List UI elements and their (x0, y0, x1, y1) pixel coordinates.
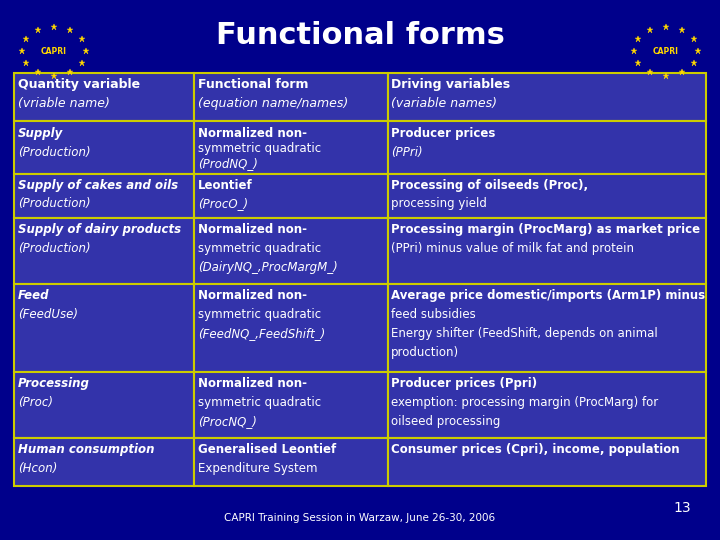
Text: Expenditure System: Expenditure System (198, 462, 318, 475)
Text: (Production): (Production) (18, 197, 91, 210)
Text: (ProcNQ_): (ProcNQ_) (198, 415, 256, 428)
Text: (vriable name): (vriable name) (18, 97, 110, 110)
Bar (14, 284, 194, 372)
Text: Normalized non-: Normalized non- (198, 224, 307, 237)
Text: Leontief: Leontief (198, 179, 253, 192)
Text: (variable names): (variable names) (391, 97, 498, 110)
Text: CAPRI: CAPRI (41, 47, 67, 56)
Bar (194, 284, 387, 372)
Bar (14, 174, 194, 218)
Text: symmetric quadratic: symmetric quadratic (198, 141, 321, 154)
Bar (14, 372, 194, 437)
Text: (FeedNQ_,FeedShift_): (FeedNQ_,FeedShift_) (198, 327, 325, 340)
Text: symmetric quadratic: symmetric quadratic (198, 308, 321, 321)
Bar (14, 218, 194, 284)
Text: processing yield: processing yield (391, 197, 487, 210)
Bar (387, 284, 706, 372)
Bar (14, 122, 194, 174)
Bar (387, 174, 706, 218)
Text: Supply: Supply (18, 127, 63, 140)
Text: symmetric quadratic: symmetric quadratic (198, 396, 321, 409)
Text: (Proc): (Proc) (18, 396, 53, 409)
Text: (PPri): (PPri) (391, 146, 423, 159)
Bar (194, 174, 387, 218)
Text: Consumer prices (Cpri), income, population: Consumer prices (Cpri), income, populati… (391, 443, 680, 456)
Text: Producer prices (Ppri): Producer prices (Ppri) (391, 377, 537, 390)
Bar (194, 73, 387, 122)
Text: (ProdNQ_): (ProdNQ_) (198, 157, 258, 170)
Bar (387, 437, 706, 486)
Text: Supply of dairy products: Supply of dairy products (18, 224, 181, 237)
Text: production): production) (391, 346, 459, 359)
Text: CAPRI: CAPRI (653, 47, 679, 56)
Text: feed subsidies: feed subsidies (391, 308, 476, 321)
Text: (Hcon): (Hcon) (18, 462, 58, 475)
Text: (PPri) minus value of milk fat and protein: (PPri) minus value of milk fat and prote… (391, 242, 634, 255)
Bar (194, 372, 387, 437)
Text: Normalized non-: Normalized non- (198, 127, 307, 140)
Bar (14, 437, 194, 486)
Text: exemption: processing margin (ProcMarg) for: exemption: processing margin (ProcMarg) … (391, 396, 659, 409)
Text: (Production): (Production) (18, 242, 91, 255)
Text: Supply of cakes and oils: Supply of cakes and oils (18, 179, 178, 192)
Text: Processing margin (ProcMarg) as market price: Processing margin (ProcMarg) as market p… (391, 224, 701, 237)
Text: Normalized non-: Normalized non- (198, 377, 307, 390)
Text: Human consumption: Human consumption (18, 443, 155, 456)
Bar (387, 122, 706, 174)
Bar (387, 218, 706, 284)
Text: Producer prices: Producer prices (391, 127, 495, 140)
Bar (194, 218, 387, 284)
Bar (387, 73, 706, 122)
Text: CAPRI Training Session in Warzaw, June 26-30, 2006: CAPRI Training Session in Warzaw, June 2… (225, 514, 495, 523)
Text: Processing: Processing (18, 377, 90, 390)
Text: oilseed processing: oilseed processing (391, 415, 500, 428)
Text: (Production): (Production) (18, 146, 91, 159)
Text: (DairyNQ_,ProcMargM_): (DairyNQ_,ProcMargM_) (198, 261, 338, 274)
Text: (equation name/names): (equation name/names) (198, 97, 348, 110)
Text: Generalised Leontief: Generalised Leontief (198, 443, 336, 456)
Text: Functional forms: Functional forms (215, 21, 505, 50)
Text: Processing of oilseeds (Proc),: Processing of oilseeds (Proc), (391, 179, 588, 192)
Text: (FeedUse): (FeedUse) (18, 308, 78, 321)
Text: Normalized non-: Normalized non- (198, 289, 307, 302)
Bar (387, 372, 706, 437)
Text: Driving variables: Driving variables (391, 78, 510, 91)
Text: 13: 13 (674, 501, 691, 515)
Text: Feed: Feed (18, 289, 50, 302)
Text: Quantity variable: Quantity variable (18, 78, 140, 91)
Text: Energy shifter (FeedShift, depends on animal: Energy shifter (FeedShift, depends on an… (391, 327, 658, 340)
Text: Functional form: Functional form (198, 78, 308, 91)
Bar (194, 437, 387, 486)
Text: symmetric quadratic: symmetric quadratic (198, 242, 321, 255)
Bar (14, 73, 194, 122)
Text: (ProcO_): (ProcO_) (198, 197, 248, 210)
Bar (194, 122, 387, 174)
Text: Average price domestic/imports (Arm1P) minus: Average price domestic/imports (Arm1P) m… (391, 289, 706, 302)
